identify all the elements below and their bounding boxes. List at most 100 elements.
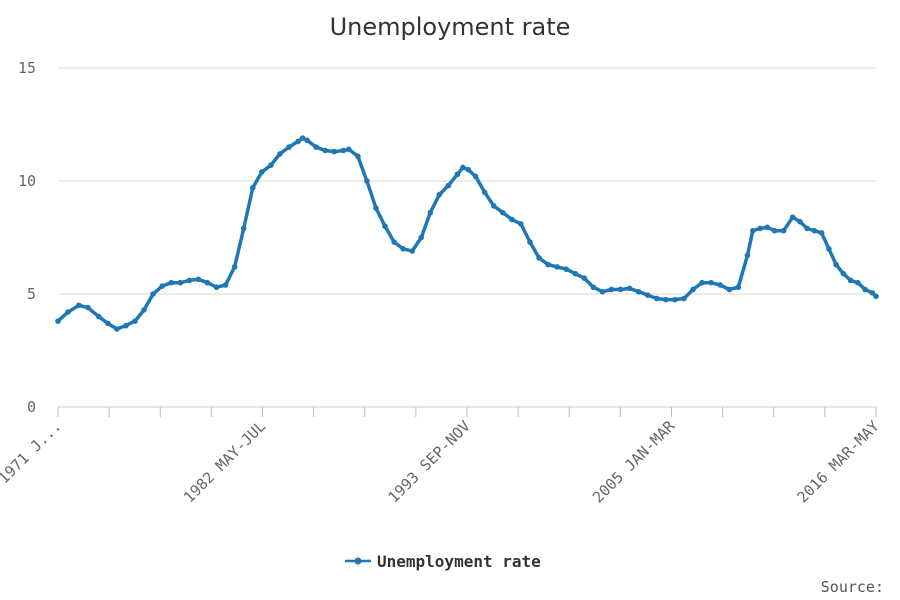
- y-tick-label: 10: [18, 172, 36, 190]
- data-point: [85, 304, 91, 311]
- data-point: [345, 146, 352, 153]
- data-point: [699, 279, 705, 286]
- data-point: [105, 320, 111, 327]
- data-point: [545, 261, 551, 268]
- data-point: [744, 252, 751, 259]
- data-point: [681, 295, 687, 302]
- data-point: [518, 221, 524, 227]
- data-point: [581, 275, 588, 281]
- data-point: [55, 318, 61, 324]
- data-point: [626, 285, 633, 292]
- data-point: [818, 230, 825, 236]
- data-point: [186, 277, 193, 284]
- legend-label: Unemployment rate: [377, 552, 541, 571]
- y-tick-label: 15: [18, 59, 36, 77]
- data-point: [780, 227, 787, 234]
- data-point: [295, 138, 301, 145]
- series-line: [56, 136, 878, 331]
- data-point: [617, 286, 624, 293]
- data-point: [168, 279, 175, 286]
- data-point: [355, 153, 361, 159]
- data-point: [672, 296, 678, 303]
- data-point: [150, 291, 156, 297]
- data-point: [322, 147, 329, 154]
- data-point: [826, 246, 832, 252]
- data-point: [195, 276, 202, 283]
- data-point: [445, 182, 452, 189]
- grid-lines: [58, 67, 876, 295]
- data-point: [313, 144, 319, 150]
- data-point: [608, 286, 615, 293]
- data-point: [427, 209, 434, 216]
- data-point: [481, 189, 488, 196]
- data-point: [259, 169, 265, 175]
- data-point: [382, 223, 388, 229]
- data-point: [454, 171, 461, 178]
- data-point: [177, 279, 184, 286]
- data-point: [804, 225, 810, 232]
- data-point: [213, 284, 220, 291]
- data-point: [757, 225, 763, 232]
- data-point: [771, 227, 778, 234]
- x-tick-label: 2005 JAN-MAR: [589, 416, 679, 506]
- data-point: [869, 290, 876, 296]
- data-point: [268, 162, 274, 168]
- data-point: [663, 296, 669, 303]
- data-point: [811, 227, 818, 234]
- data-point: [862, 286, 868, 293]
- data-point: [65, 309, 71, 315]
- data-point: [123, 322, 129, 329]
- data-point: [554, 264, 560, 270]
- data-point: [240, 225, 247, 232]
- data-point: [286, 144, 292, 150]
- source-label: Source:: [821, 578, 884, 596]
- data-point: [590, 284, 597, 291]
- data-point: [635, 288, 642, 295]
- data-point: [789, 214, 796, 220]
- data-point: [750, 227, 756, 234]
- data-point: [499, 209, 506, 216]
- data-point: [391, 239, 397, 245]
- data-point: [873, 293, 879, 300]
- data-point: [299, 135, 306, 141]
- data-point: [373, 205, 379, 211]
- data-point: [418, 234, 425, 241]
- data-point: [509, 216, 515, 223]
- data-point: [572, 270, 579, 277]
- data-point: [231, 264, 238, 270]
- legend[interactable]: Unemployment rate: [345, 552, 541, 571]
- data-point: [644, 292, 651, 298]
- data-point: [465, 166, 472, 173]
- y-tick-label: 5: [27, 285, 36, 303]
- legend-swatch-marker: [354, 557, 362, 565]
- data-point: [132, 318, 138, 324]
- data-point: [249, 184, 256, 191]
- x-tick-label: 1982 MAY-JUL: [180, 417, 269, 506]
- data-point: [717, 282, 723, 288]
- x-tick-label: 2016 MAR-MAY: [793, 417, 882, 506]
- data-point: [364, 178, 370, 184]
- data-point: [114, 326, 120, 332]
- chart-title: Unemployment rate: [330, 13, 571, 41]
- data-point: [840, 270, 847, 277]
- data-point: [563, 266, 569, 272]
- data-point: [204, 279, 211, 286]
- data-point: [436, 191, 443, 198]
- data-point: [855, 279, 861, 286]
- data-point: [833, 261, 839, 268]
- y-axis: 0 5 10 15: [18, 59, 36, 416]
- data-point: [331, 148, 338, 155]
- data-point: [277, 151, 283, 157]
- data-point: [690, 286, 696, 293]
- data-point: [304, 137, 310, 144]
- data-point: [141, 307, 147, 313]
- data-point: [735, 284, 742, 291]
- series-layer: [55, 135, 879, 332]
- x-tick-label: 1993 SEP-NOV: [384, 417, 473, 506]
- data-point: [472, 173, 479, 180]
- y-tick-label: 0: [27, 398, 36, 416]
- data-point: [527, 239, 533, 245]
- data-point: [95, 313, 102, 320]
- data-point: [400, 246, 406, 252]
